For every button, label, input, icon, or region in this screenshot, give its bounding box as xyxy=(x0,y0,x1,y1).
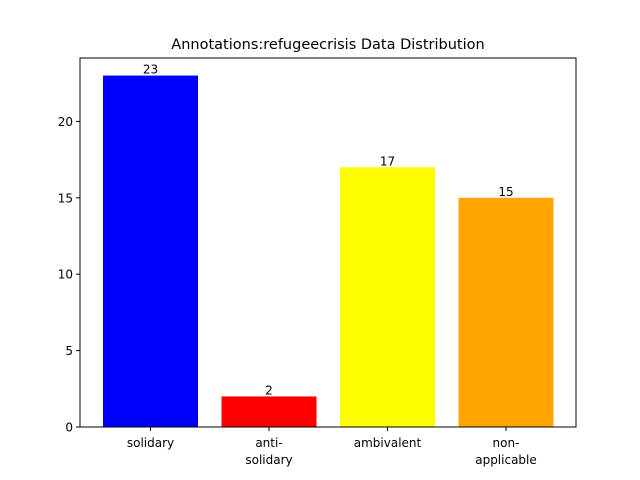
x-tick-label-line: solidary xyxy=(245,453,292,467)
y-tick-label-3: 15 xyxy=(58,191,73,205)
chart-title: Annotations:refugeecrisis Data Distribut… xyxy=(171,37,484,53)
bar-1 xyxy=(221,396,317,427)
x-tick-label-1: anti-solidary xyxy=(245,436,292,467)
x-tick-label-2: ambivalent xyxy=(354,436,422,450)
x-tick-label-line: solidary xyxy=(127,436,174,450)
bar-0 xyxy=(103,75,198,427)
bar-3 xyxy=(458,197,554,427)
x-tick-label-0: solidary xyxy=(127,436,174,450)
x-tick-label-3: non-applicable xyxy=(475,436,537,467)
y-tick-label-1: 5 xyxy=(65,344,73,358)
bar-2 xyxy=(340,167,435,427)
y-tick-label-2: 10 xyxy=(58,268,73,282)
x-tick-label-line: anti- xyxy=(255,436,282,450)
bars-layer xyxy=(103,75,554,427)
bar-value-label-3: 15 xyxy=(498,185,513,199)
bar-value-label-0: 23 xyxy=(143,63,158,77)
bar-value-label-1: 2 xyxy=(265,383,273,397)
data-labels-layer: 23 2 17 15 xyxy=(143,63,514,398)
y-tick-label-0: 0 xyxy=(65,421,73,435)
x-tick-label-line: applicable xyxy=(475,453,537,467)
bar-value-label-2: 17 xyxy=(380,154,395,168)
x-tick-label-line: ambivalent xyxy=(354,436,422,450)
plot-frame xyxy=(79,57,577,428)
x-tick-label-line: non- xyxy=(493,436,520,450)
y-axis: 0 5 10 15 20 xyxy=(58,115,80,435)
y-tick-label-4: 20 xyxy=(58,115,73,129)
